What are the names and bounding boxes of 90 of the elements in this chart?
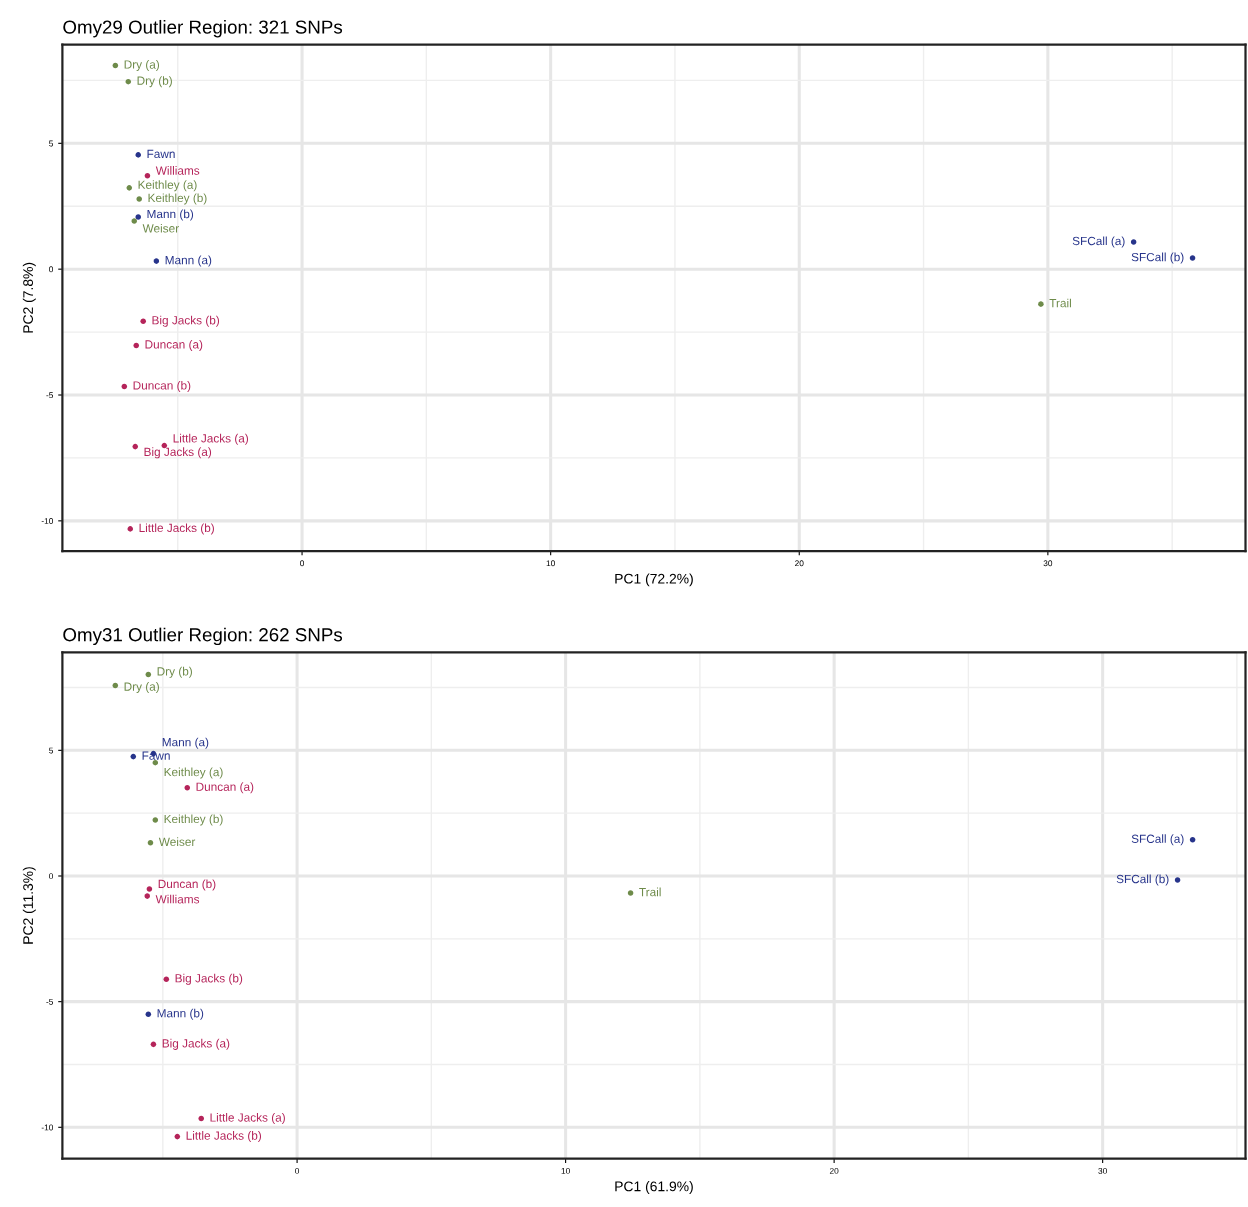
annotation: Mann (b) <box>157 1008 204 1020</box>
annotation: Duncan (b) <box>158 879 216 891</box>
annotation: Weiser <box>142 223 179 233</box>
annotation: SFCall (b) <box>1131 252 1184 264</box>
point <box>126 185 133 191</box>
annotation: SFCall (a) <box>1131 834 1184 846</box>
point <box>146 886 153 892</box>
y-tick-label: -10 <box>41 1124 54 1131</box>
point <box>127 526 134 532</box>
point <box>112 682 119 689</box>
point <box>136 196 142 202</box>
annotation: Big Jacks (b) <box>175 973 243 985</box>
annotation: Fawn <box>147 149 175 159</box>
point <box>140 318 146 325</box>
point <box>130 753 137 760</box>
point <box>125 78 132 85</box>
x-tick-label: 0 <box>295 1167 300 1174</box>
annotation: Trail <box>1049 298 1071 308</box>
y-tick-label: 5 <box>49 747 54 754</box>
annotation: Williams <box>155 166 200 175</box>
point <box>145 671 152 678</box>
annotation: Big Jacks (a) <box>144 447 212 459</box>
x-tick-label: 30 <box>1043 560 1053 567</box>
point <box>163 976 170 983</box>
point <box>133 342 140 349</box>
chart-title: Omy31 Outlier Region: 262 SNPs <box>63 627 343 646</box>
x-axis-title: PC1 (72.2%) <box>615 573 693 587</box>
annotation: Keithley (b) <box>164 814 223 826</box>
annotation: Mann (a) <box>165 255 212 267</box>
point <box>1174 877 1181 883</box>
annotation: Little Jacks (a) <box>173 433 249 445</box>
y-tick-label: 0 <box>49 873 54 880</box>
point <box>135 214 141 220</box>
annotation: Dry (a) <box>124 682 159 694</box>
chart-title: Omy29 Outlier Region: 321 SNPs <box>63 19 343 38</box>
x-axis-title: PC1 (61.9%) <box>615 1181 693 1195</box>
annotation: Duncan (a) <box>196 782 254 794</box>
point <box>144 173 151 179</box>
annotation: Duncan (b) <box>133 380 191 392</box>
point <box>1189 837 1196 843</box>
point <box>112 62 119 69</box>
point <box>135 152 141 158</box>
point <box>153 258 160 264</box>
annotation: Trail <box>639 887 661 897</box>
point <box>174 1133 181 1140</box>
point <box>145 1011 152 1017</box>
x-tick-label: 0 <box>300 560 305 567</box>
x-tick-label: 30 <box>1098 1167 1107 1174</box>
y-tick-label: -10 <box>41 518 54 524</box>
annotation: Keithley (b) <box>148 193 207 205</box>
x-tick-label: 10 <box>546 560 555 567</box>
annotation: Big Jacks (b) <box>152 315 220 327</box>
point <box>184 785 191 791</box>
y-tick-label: -5 <box>46 392 54 399</box>
point <box>121 383 128 390</box>
point <box>1189 255 1196 261</box>
point <box>1038 301 1044 307</box>
annotation: Keithley (a) <box>164 767 223 779</box>
x-tick-label: 20 <box>795 560 804 567</box>
annotation: Dry (a) <box>124 60 160 72</box>
annotation: Little Jacks (b) <box>186 1131 262 1143</box>
x-tick-label: 10 <box>561 1167 570 1174</box>
point <box>147 840 154 846</box>
annotation: Mann (a) <box>162 737 209 749</box>
annotation: Little Jacks (a) <box>210 1113 285 1125</box>
annotation: Mann (b) <box>147 209 194 221</box>
point <box>627 890 634 896</box>
annotation: Little Jacks (b) <box>139 523 214 535</box>
point <box>144 893 151 899</box>
y-tick-label: 0 <box>49 266 54 273</box>
y-tick-label: 5 <box>49 140 54 147</box>
point <box>150 1041 157 1048</box>
y-axis-title: PC2 (7.8%) <box>22 262 36 333</box>
annotation: Dry (b) <box>137 76 172 88</box>
point <box>198 1115 204 1122</box>
point <box>132 443 139 450</box>
annotation: Duncan (a) <box>145 339 203 351</box>
y-axis-title: PC2 (11.3%) <box>22 867 36 944</box>
annotation: Weiser <box>158 837 196 846</box>
point <box>131 218 138 224</box>
annotation: SFCall (b) <box>1116 874 1169 886</box>
annotation: SFCall (a) <box>1072 236 1125 248</box>
annotation: Big Jacks (a) <box>162 1038 230 1050</box>
y-tick-label: -5 <box>46 998 54 1005</box>
x-tick-label: 20 <box>829 1167 839 1174</box>
annotation: Williams <box>155 894 200 904</box>
point <box>152 817 159 823</box>
point <box>1130 239 1137 245</box>
annotation: Dry (b) <box>157 666 192 678</box>
annotation: Keithley (a) <box>138 180 197 192</box>
